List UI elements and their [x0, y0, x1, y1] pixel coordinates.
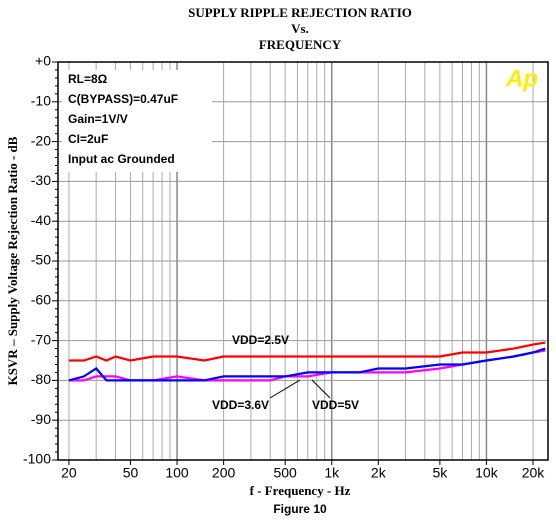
series-label: VDD=5V [312, 398, 359, 412]
annotation-box [62, 70, 212, 172]
y-tick-label: -50 [31, 252, 51, 268]
annotation: CI=2uF [68, 132, 108, 146]
x-tick-label: 100 [165, 465, 189, 481]
chart-title: Vs. [291, 21, 309, 36]
plot-border [57, 61, 549, 461]
chart-title: FREQUENCY [259, 37, 342, 52]
x-tick-label: 20k [522, 465, 546, 481]
y-tick-label: -90 [31, 411, 51, 427]
x-tick-label: 200 [212, 465, 236, 481]
y-tick-label: +0 [35, 53, 51, 69]
caption: Figure 10 [273, 502, 327, 516]
x-tick-label: 2k [371, 465, 387, 481]
annotation: Gain=1V/V [68, 112, 128, 126]
series-line [68, 347, 546, 382]
y-tick-label: -80 [31, 371, 51, 387]
y-tick-label: -10 [31, 93, 51, 109]
label-arrow [311, 379, 331, 399]
chart-title: SUPPLY RIPPLE REJECTION RATIO [188, 5, 412, 20]
x-tick-label: 1k [324, 465, 340, 481]
y-tick-label: -30 [31, 172, 51, 188]
y-tick-label: -60 [31, 292, 51, 308]
series-line [68, 341, 546, 362]
y-tick-label: -70 [31, 331, 51, 347]
annotation: RL=8Ω [68, 72, 108, 86]
y-tick-label: -20 [31, 132, 51, 148]
x-tick-label: 500 [273, 465, 297, 481]
y-tick-label: -40 [31, 212, 51, 228]
label-arrow [269, 379, 301, 399]
x-tick-label: 5k [432, 465, 448, 481]
annotation: Input ac Grounded [68, 152, 175, 166]
x-axis-label: f - Frequency - Hz [250, 483, 351, 498]
x-tick-label: 20 [61, 465, 77, 481]
y-axis-label: KSVR – Supply Voltage Rejection Ratio - … [5, 136, 20, 385]
series-label: VDD=3.6V [212, 398, 269, 412]
x-tick-label: 50 [123, 465, 139, 481]
x-tick-label: 10k [475, 465, 499, 481]
logo: Ap [505, 65, 538, 92]
series-label: VDD=2.5V [232, 333, 289, 347]
annotation: C(BYPASS)=0.47uF [68, 92, 178, 106]
y-tick-label: -100 [23, 451, 51, 467]
